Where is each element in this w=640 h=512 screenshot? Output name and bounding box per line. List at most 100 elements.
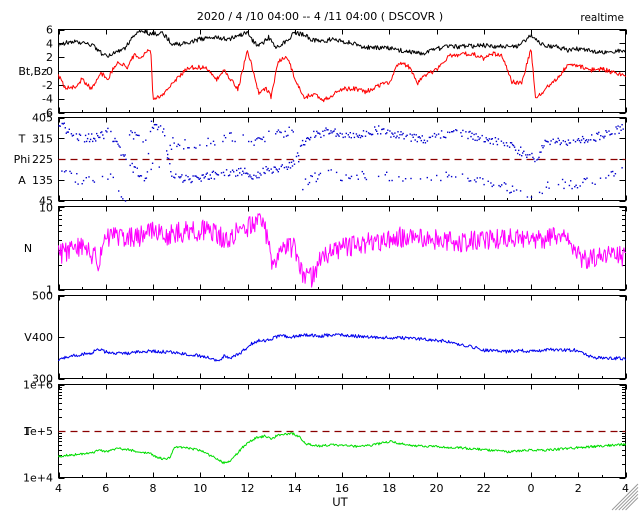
data-dot [396,135,398,137]
data-dot [487,140,489,142]
data-dot [566,144,569,146]
data-dot [112,176,114,179]
data-dot [243,172,245,174]
data-dot [162,131,164,133]
data-dot [135,134,137,136]
data-dot [421,135,423,137]
data-dot [152,127,155,129]
data-dot [229,171,232,173]
data-dot [105,130,107,132]
data-dot [538,156,540,159]
data-dot [475,133,477,135]
data-dot [386,132,388,134]
data-dot [134,166,136,168]
data-dot [159,125,162,127]
data-dot [239,172,241,174]
data-dot [603,137,605,139]
data-dot [145,139,147,141]
data-dot [398,176,400,178]
data-dot [490,182,492,184]
y-tick-label: -2 [42,79,53,92]
data-dot [151,126,154,129]
data-dot [174,177,176,179]
data-dot [492,143,494,145]
data-dot [100,131,102,134]
data-dot [223,134,225,137]
data-dot [276,169,278,171]
data-dot [188,178,190,181]
y-tick-label: 1e+5 [23,425,53,438]
data-dot [205,173,207,175]
data-dot [81,183,83,185]
data-dot [405,135,407,138]
data-dot [283,136,285,138]
data-dot [277,171,279,173]
data-dot [511,144,514,146]
data-dot [477,136,479,138]
data-dot [568,142,571,144]
x-tick-label: 20 [430,482,444,495]
data-dot [145,177,148,179]
data-dot [227,175,230,177]
data-dot [270,168,272,170]
y-tick-label: 2 [46,51,53,64]
data-dot [324,129,326,132]
data-dot [550,140,552,142]
data-dot [496,143,499,146]
data-dot [242,170,244,172]
data-dot [472,138,474,140]
data-dot [555,140,557,143]
data-dot [402,180,404,182]
data-dot [483,141,485,143]
data-dot [268,130,270,132]
data-dot [247,173,249,175]
data-dot [571,187,573,190]
data-dot [409,133,411,135]
data-dot [78,133,81,135]
data-dot [333,130,335,132]
data-dot [112,140,114,143]
data-dot [164,135,166,137]
data-dot [184,139,186,141]
data-dot [576,139,579,141]
data-dot [255,175,257,177]
data-dot [361,170,363,173]
data-dot [87,133,90,135]
data-dot [510,142,513,144]
data-dot [435,134,438,136]
data-dot [136,167,138,169]
data-dot [611,133,613,135]
data-dot [597,133,599,135]
data-dot [212,140,215,142]
data-dot [600,135,602,137]
data-dot [428,136,431,139]
data-dot [345,174,347,176]
data-dot [244,167,246,170]
data-dot [268,170,270,172]
data-dot [228,174,231,176]
data-dot [184,179,186,182]
data-dot [115,140,117,142]
data-dot [156,128,159,131]
data-dot [618,132,620,134]
data-dot [579,141,582,144]
data-dot [398,137,400,139]
data-dot [264,172,266,175]
data-dot [88,140,91,143]
data-dot [118,145,120,147]
x-tick-label: 16 [335,482,349,495]
panel-label-v: V [24,331,32,344]
data-dot [316,130,318,133]
data-dot [447,131,449,133]
data-dot [65,132,67,134]
data-dot [86,137,89,140]
data-dot [248,140,250,143]
data-dot [260,138,262,140]
data-dot [234,140,236,143]
data-dot [144,177,147,180]
data-dot [257,171,259,173]
data-dot [529,154,531,156]
data-dot [197,177,199,179]
data-dot [325,127,327,129]
data-dot [306,137,308,140]
